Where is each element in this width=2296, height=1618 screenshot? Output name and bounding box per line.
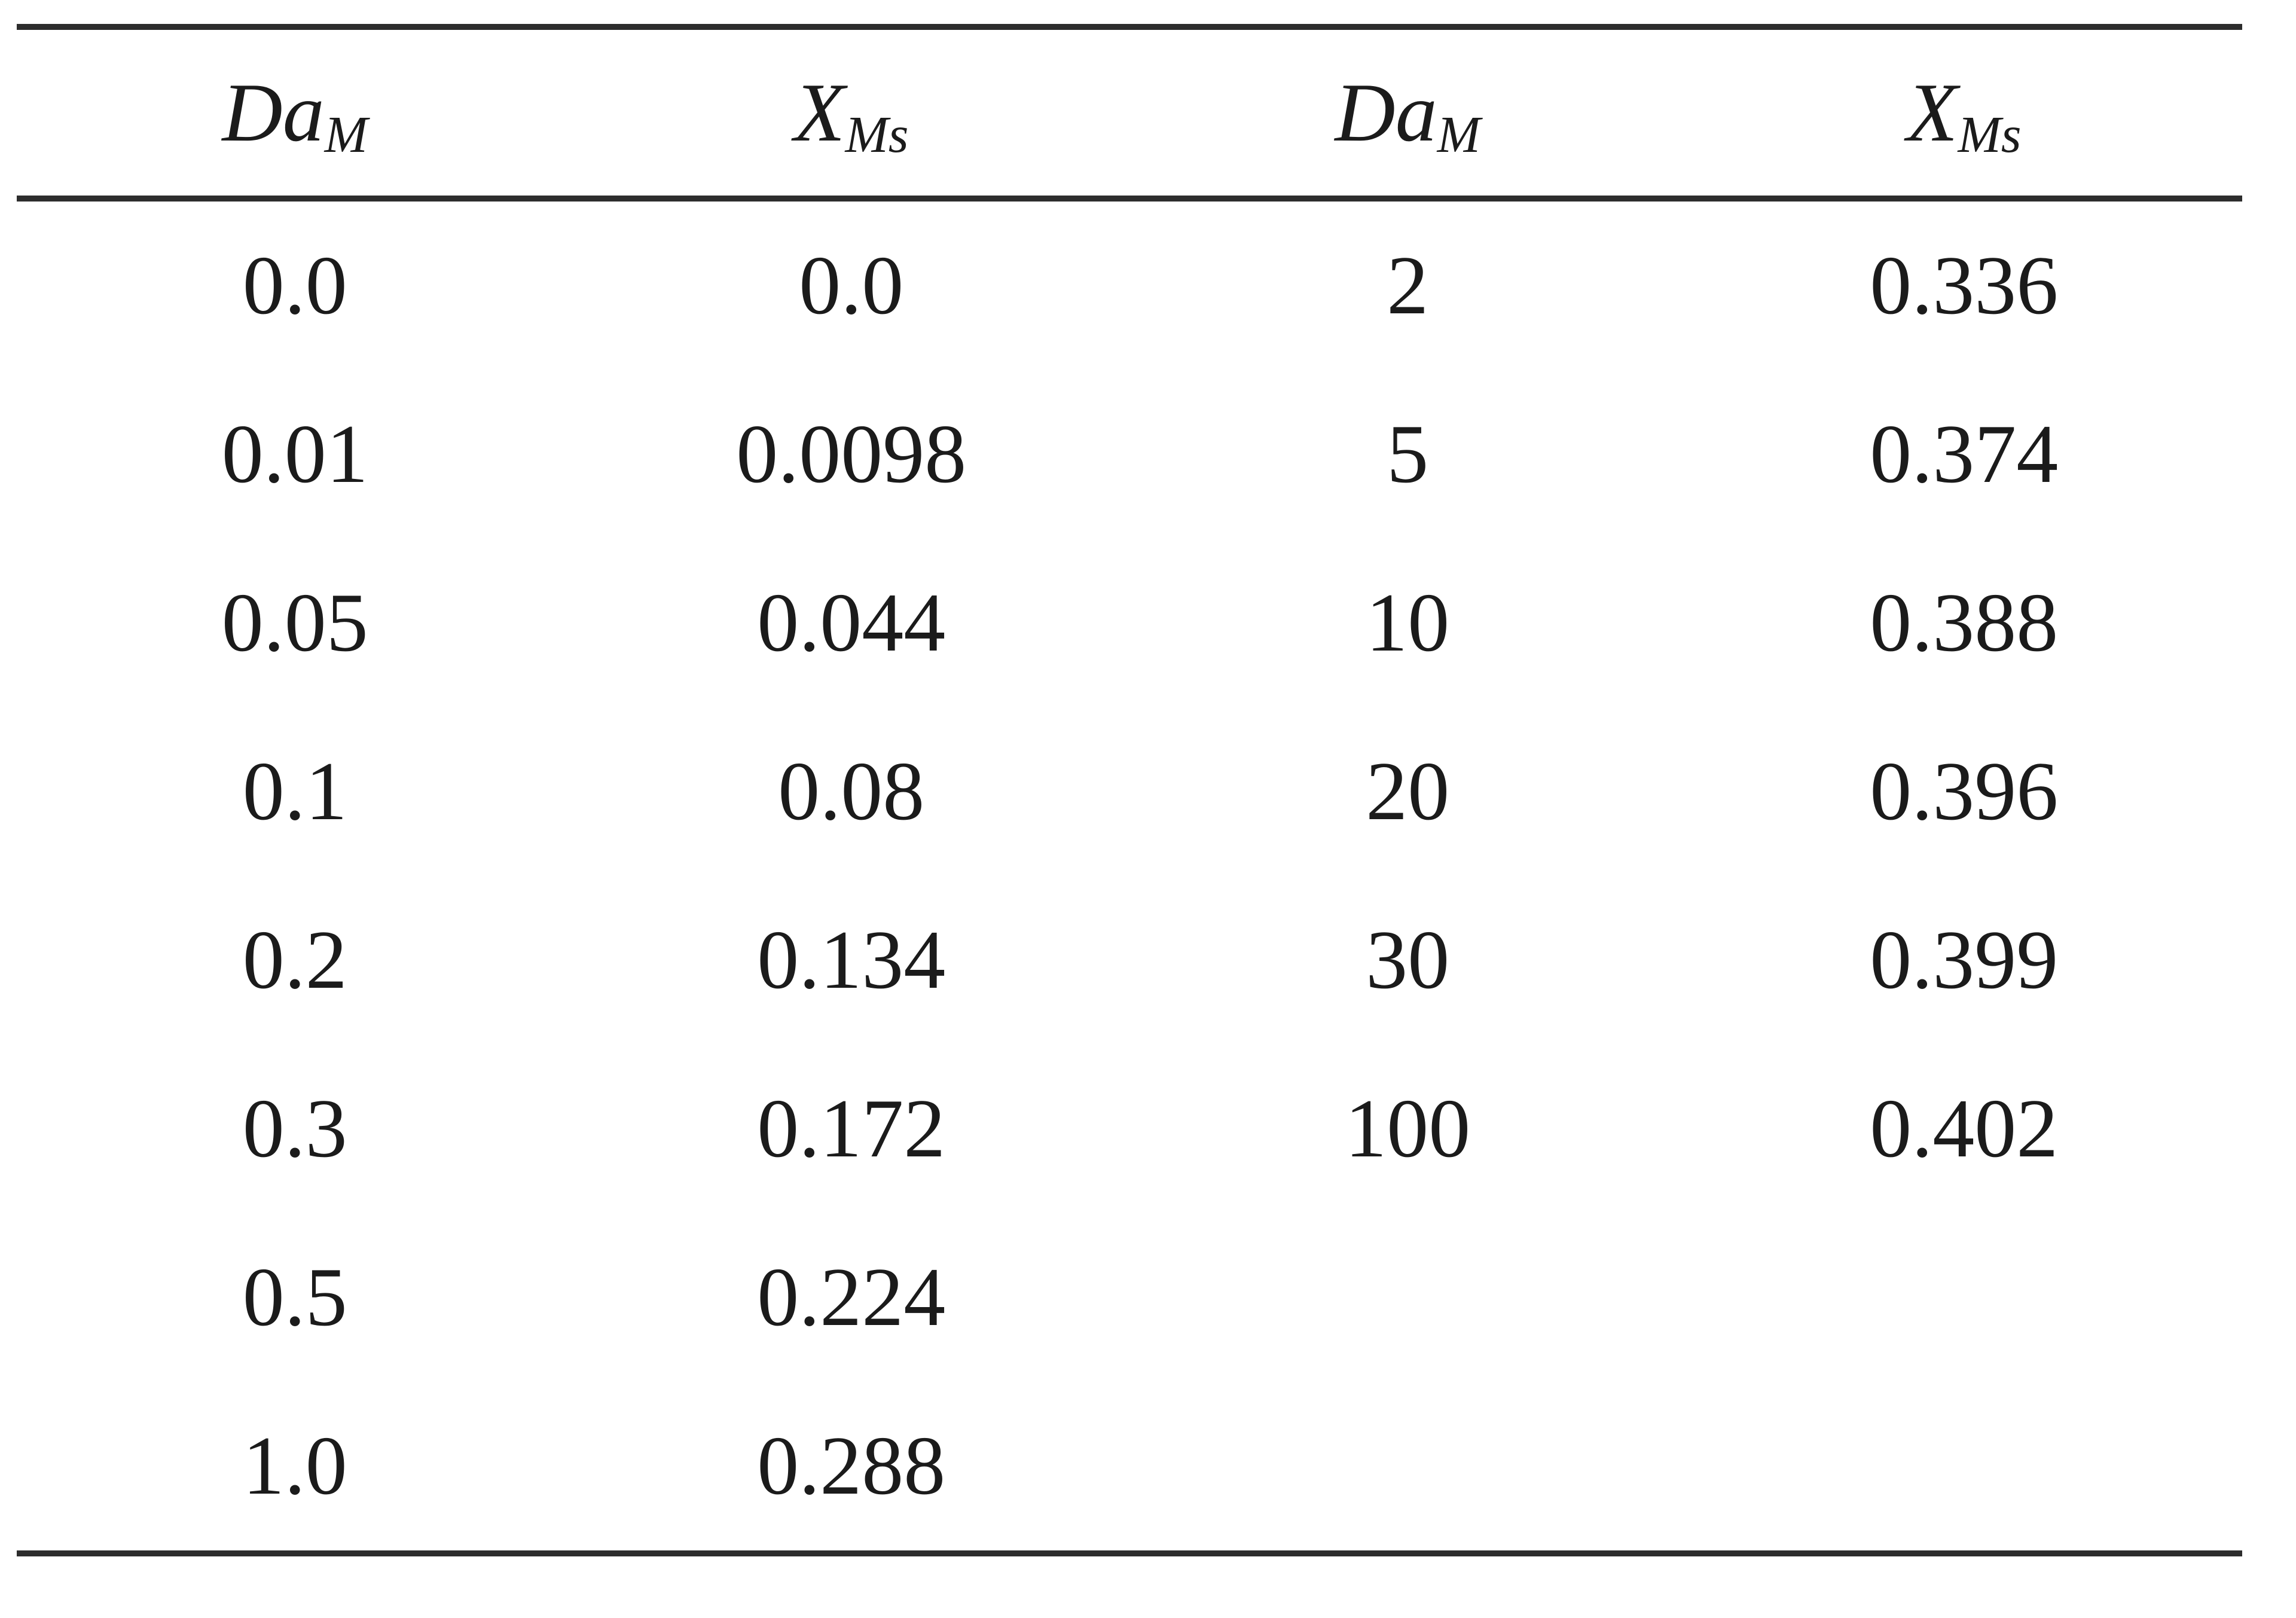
cell-xms-right: 0.374 — [1870, 408, 2059, 500]
table-row: 0.5 0.224 — [17, 1213, 2242, 1382]
table-bottom-rule — [17, 1550, 2242, 1556]
table-header-rule — [17, 196, 2242, 202]
header-subscript: M — [324, 105, 368, 163]
data-table: DaM XMs DaM XMs 0.0 0.0 2 0.336 0.01 0.0… — [17, 24, 2242, 1556]
cell-xms-right: 0.396 — [1870, 745, 2059, 838]
cell-dam-left: 1.0 — [242, 1419, 347, 1512]
header-subscript: M — [1437, 105, 1480, 163]
header-subscript: Ms — [1958, 105, 2022, 163]
cell-dam-left: 0.5 — [242, 1251, 347, 1344]
cell-dam-right: 5 — [1387, 408, 1429, 500]
header-base: X — [793, 66, 845, 159]
table-header-row: DaM XMs DaM XMs — [17, 30, 2242, 196]
table-body: 0.0 0.0 2 0.336 0.01 0.0098 5 0.374 0.05… — [17, 202, 2242, 1550]
cell-dam-right: 100 — [1345, 1082, 1471, 1175]
header-base: X — [1906, 66, 1958, 159]
cell-dam-right: 2 — [1387, 239, 1429, 332]
col-header-xms-left: XMs — [573, 71, 1130, 160]
col-header-dam-right: DaM — [1129, 71, 1686, 160]
cell-xms-left: 0.08 — [778, 745, 925, 838]
col-header-xms-right: XMs — [1686, 71, 2243, 160]
cell-xms-left: 0.134 — [757, 914, 946, 1006]
table-row: 0.3 0.172 100 0.402 — [17, 1045, 2242, 1213]
table-row: 1.0 0.288 — [17, 1382, 2242, 1550]
cell-xms-right: 0.336 — [1870, 239, 2059, 332]
cell-xms-left: 0.224 — [757, 1251, 946, 1344]
table-row: 0.0 0.0 2 0.336 — [17, 202, 2242, 370]
table-row: 0.05 0.044 10 0.388 — [17, 539, 2242, 707]
table-row: 0.2 0.134 30 0.399 — [17, 876, 2242, 1045]
cell-dam-left: 0.0 — [242, 239, 347, 332]
cell-xms-left: 0.044 — [757, 576, 946, 669]
cell-dam-left: 0.05 — [221, 576, 368, 669]
table-row: 0.01 0.0098 5 0.374 — [17, 370, 2242, 539]
table-top-rule — [17, 24, 2242, 30]
header-base: Da — [222, 66, 325, 159]
cell-xms-left: 0.0098 — [736, 408, 967, 500]
cell-xms-right: 0.388 — [1870, 576, 2059, 669]
header-base: Da — [1335, 66, 1437, 159]
cell-dam-left: 0.1 — [242, 745, 347, 838]
cell-dam-right: 10 — [1366, 576, 1450, 669]
header-subscript: Ms — [845, 105, 909, 163]
cell-dam-left: 0.2 — [242, 914, 347, 1006]
table-row: 0.1 0.08 20 0.396 — [17, 707, 2242, 876]
cell-dam-left: 0.3 — [242, 1082, 347, 1175]
cell-dam-right: 20 — [1366, 745, 1450, 838]
cell-xms-right: 0.399 — [1870, 914, 2059, 1006]
cell-xms-left: 0.0 — [799, 239, 904, 332]
cell-dam-left: 0.01 — [221, 408, 368, 500]
col-header-dam-left: DaM — [17, 71, 573, 160]
cell-dam-right: 30 — [1366, 914, 1450, 1006]
cell-xms-right: 0.402 — [1870, 1082, 2059, 1175]
cell-xms-left: 0.172 — [757, 1082, 946, 1175]
cell-xms-left: 0.288 — [757, 1419, 946, 1512]
